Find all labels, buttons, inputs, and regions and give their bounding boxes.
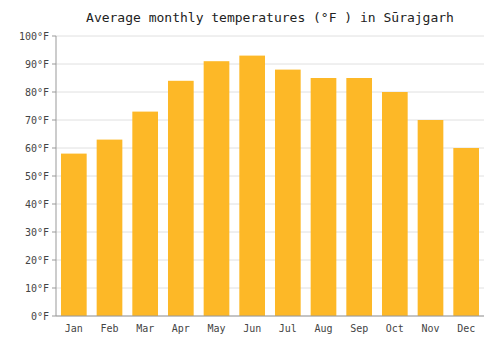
- y-tick-label: 60°F: [25, 143, 49, 154]
- bar: [382, 92, 408, 316]
- y-tick-label: 80°F: [25, 87, 49, 98]
- y-tick: [52, 120, 56, 121]
- bar: [453, 148, 479, 316]
- bar: [97, 140, 123, 316]
- chart: Average monthly temperatures (°F ) in Sū…: [0, 0, 500, 350]
- bar: [168, 81, 194, 316]
- y-tick: [52, 260, 56, 261]
- y-tick: [52, 64, 56, 65]
- x-tick-label: Feb: [100, 323, 118, 334]
- y-tick: [52, 36, 56, 37]
- y-tick: [52, 176, 56, 177]
- y-tick: [52, 92, 56, 93]
- y-tick-label: 40°F: [25, 199, 49, 210]
- y-tick-label: 100°F: [19, 31, 49, 42]
- bar: [132, 112, 158, 316]
- grid-line: [56, 92, 484, 93]
- y-tick-label: 20°F: [25, 255, 49, 266]
- x-axis-line: [56, 316, 484, 317]
- bar: [346, 78, 372, 316]
- x-tick-label: Dec: [457, 323, 475, 334]
- y-tick-label: 30°F: [25, 227, 49, 238]
- y-tick: [52, 316, 56, 317]
- y-axis: 0°F 10°F 20°F 30°F 40°F 50°F 60°F 70°F 80°F 90°F 1…: [19, 31, 56, 322]
- y-tick: [52, 148, 56, 149]
- x-tick-label: Mar: [136, 323, 154, 334]
- x-tick-label: Jan: [65, 323, 83, 334]
- x-tick-label: Sep: [350, 323, 368, 334]
- y-tick-label: 10°F: [25, 283, 49, 294]
- bars: [61, 56, 479, 316]
- bar: [204, 61, 230, 316]
- grid: [56, 36, 484, 316]
- bar: [418, 120, 444, 316]
- x-tick-label: May: [207, 323, 225, 334]
- x-tick-label: Jun: [243, 323, 261, 334]
- x-tick-label: Nov: [421, 323, 439, 334]
- x-tick-label: Jul: [279, 323, 297, 334]
- x-tick-label: Aug: [314, 323, 332, 334]
- x-axis: Jan Feb Mar Apr May Jun Jul Aug Sep Oct Nov Dec: [65, 323, 475, 334]
- y-tick-label: 90°F: [25, 59, 49, 70]
- bar: [239, 56, 265, 316]
- y-tick: [52, 204, 56, 205]
- y-tick: [52, 288, 56, 289]
- chart-container: Average monthly temperatures (°F ) in Sū…: [0, 0, 500, 350]
- y-tick-label: 50°F: [25, 171, 49, 182]
- bar: [275, 70, 301, 316]
- y-tick-label: 0°F: [31, 311, 49, 322]
- grid-line: [56, 316, 484, 317]
- bar: [61, 154, 87, 316]
- x-tick-label: Apr: [172, 323, 190, 334]
- bar: [311, 78, 337, 316]
- x-tick-label: Oct: [386, 323, 404, 334]
- y-axis-line: [56, 36, 57, 316]
- grid-line: [56, 64, 484, 65]
- y-tick-label: 70°F: [25, 115, 49, 126]
- grid-line: [56, 36, 484, 37]
- y-tick: [52, 232, 56, 233]
- title: Average monthly temperatures (°F ) in Sū…: [86, 10, 454, 25]
